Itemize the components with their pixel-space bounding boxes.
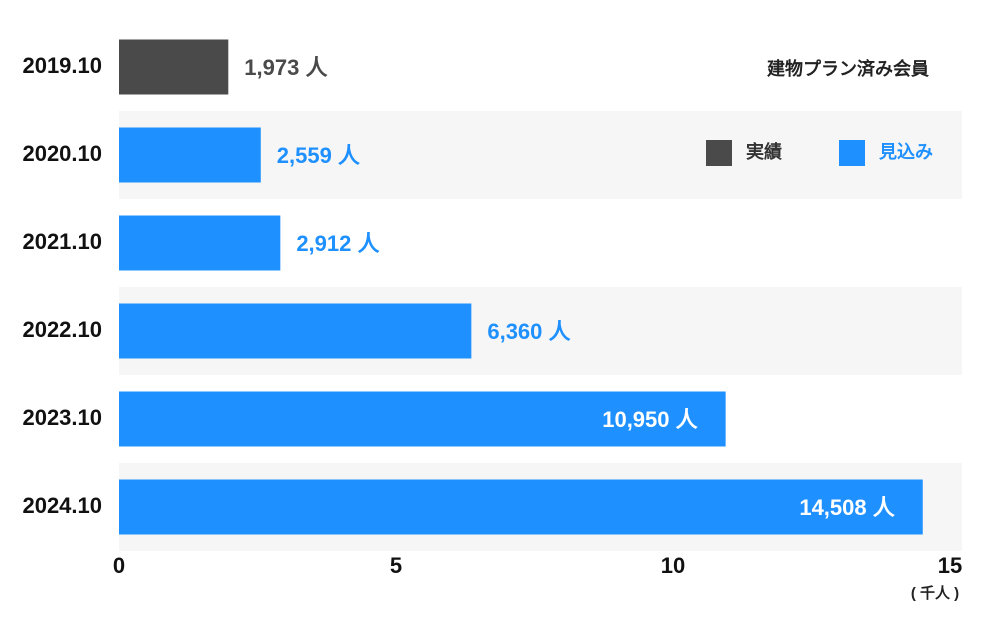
x-tick-label: 15 xyxy=(938,553,962,578)
legend-swatch xyxy=(706,140,732,166)
bar xyxy=(119,39,229,95)
value-label: 2,559 人 xyxy=(277,143,360,168)
y-tick-label: 2020.10 xyxy=(22,141,102,166)
y-tick-label: 2022.10 xyxy=(22,317,102,342)
value-label: 2,912 人 xyxy=(296,231,379,256)
legend-label: 実績 xyxy=(746,141,782,162)
y-tick-label: 2023.10 xyxy=(22,405,102,430)
value-label: 1,973 人 xyxy=(244,55,327,80)
bar xyxy=(119,391,726,447)
x-tick-label: 0 xyxy=(113,553,125,578)
value-label: 6,360 人 xyxy=(487,319,570,344)
y-tick-label: 2024.10 xyxy=(22,493,102,518)
legend-swatch xyxy=(839,140,865,166)
y-tick-label: 2021.10 xyxy=(22,229,102,254)
chart-title: 建物プラン済み会員 xyxy=(767,58,929,79)
bar xyxy=(119,127,261,183)
bar xyxy=(119,303,472,359)
bar xyxy=(119,479,923,535)
x-tick-label: 5 xyxy=(390,553,402,578)
bar xyxy=(119,215,281,271)
x-tick-label: 10 xyxy=(661,553,685,578)
legend-label: 見込み xyxy=(878,142,933,162)
x-axis-label: ( 千人 ) xyxy=(911,585,959,602)
value-label: 10,950 人 xyxy=(602,407,697,432)
value-label: 14,508 人 xyxy=(799,495,894,520)
y-tick-label: 2019.10 xyxy=(22,53,102,78)
